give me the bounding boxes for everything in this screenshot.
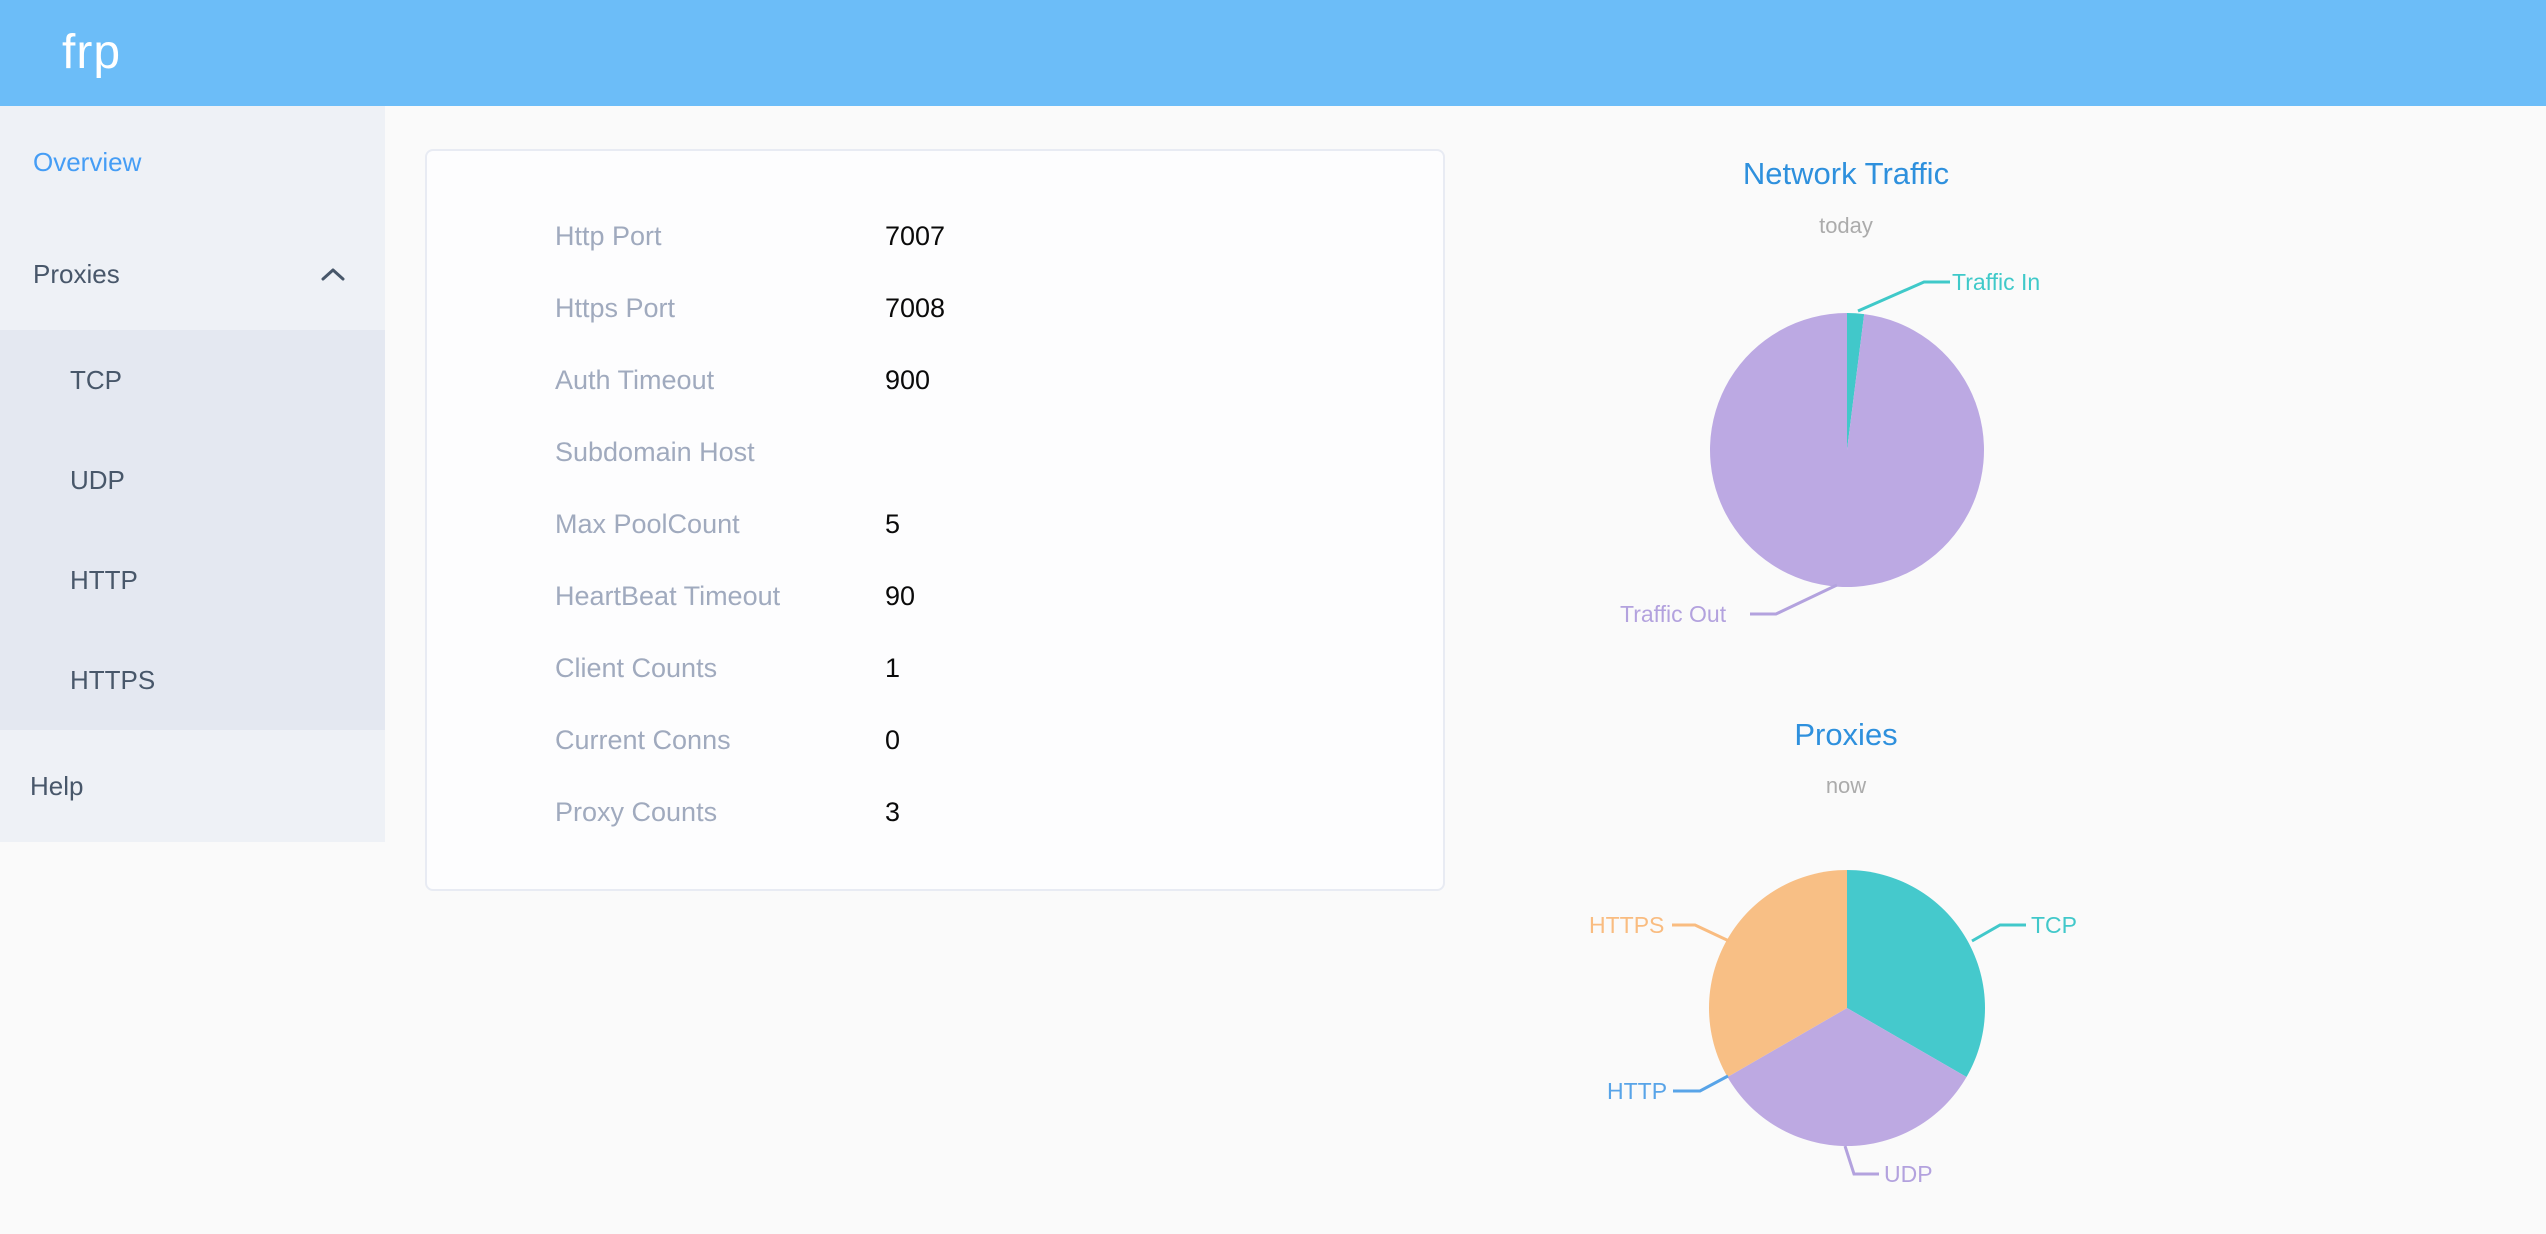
sidebar-item-proxies-label: Proxies [33,259,120,289]
traffic-out-leader-line [1750,583,1838,616]
config-value: 90 [885,581,916,611]
network-traffic-pie[interactable] [1710,312,1985,588]
app-logo[interactable]: frp [62,26,122,79]
config-row: Https Port 7008 [427,272,1443,344]
pie-slice-tcp[interactable] [1847,870,1985,1077]
network-traffic-chart-title: Network Traffic [1742,156,1950,191]
pie-slice-traffic-out[interactable] [1710,313,1985,588]
https-leader-line [1672,923,1730,943]
config-label: Proxy Counts [555,797,718,827]
sidebar-nav: Overview Proxies TCP UDP HTTP HTTPS Help [0,106,385,842]
http-leader-line [1673,1074,1729,1093]
chevron-up-icon [321,268,345,281]
pie-slice-traffic-in[interactable] [1847,312,1865,450]
proxies-submenu: TCP UDP HTTP HTTPS [0,330,385,730]
config-row: HeartBeat Timeout 90 [427,560,1443,632]
sidebar-item-overview-label: Overview [33,147,142,177]
config-row: Subdomain Host [427,416,1443,488]
sidebar-item-proxies[interactable]: Proxies [0,218,385,330]
traffic-in-label: Traffic In [1952,269,2041,295]
server-config-card: Http Port 7007 Https Port 7008 Auth Timeou… [425,149,1445,891]
tcp-leader-line [1971,923,2026,943]
config-row: Max PoolCount 5 [427,488,1443,560]
config-value: 5 [885,509,901,539]
https-slice-label: HTTPS [1589,912,1665,938]
config-row: Client Counts 1 [427,632,1443,704]
config-row: Auth Timeout 900 [427,344,1443,416]
sidebar-item-help-label: Help [30,771,84,801]
udp-slice-label: UDP [1884,1161,1933,1187]
config-label: Http Port [555,221,662,251]
sidebar-item-https[interactable]: HTTPS [70,665,156,695]
config-row: Current Conns 0 [427,704,1443,776]
config-value: 7007 [885,221,946,251]
config-label: Auth Timeout [555,365,715,395]
proxies-chart-title: Proxies [1794,717,1898,752]
udp-leader-line [1843,1145,1879,1176]
sidebar-item-http[interactable]: HTTP [70,565,138,595]
sidebar-item-help[interactable]: Help [0,730,385,842]
config-label: Client Counts [555,653,718,683]
network-traffic-chart-subtitle: today [1819,213,1873,238]
config-value: 1 [885,653,901,683]
config-value: 3 [885,797,901,827]
sidebar-item-tcp[interactable]: TCP [70,365,122,395]
config-value: 900 [885,365,931,395]
traffic-in-leader-line [1857,280,1950,313]
config-label: Max PoolCount [555,509,740,539]
tcp-slice-label: TCP [2031,912,2077,938]
proxies-pie[interactable] [1709,870,1985,1146]
config-row: Http Port 7007 [427,200,1443,272]
sidebar-item-udp[interactable]: UDP [70,465,125,495]
http-slice-label: HTTP [1607,1078,1668,1104]
config-value: 0 [885,725,901,755]
config-row: Proxy Counts 3 [427,776,1443,848]
config-label: Current Conns [555,725,731,755]
proxies-chart-subtitle: now [1825,773,1867,798]
config-value: 7008 [885,293,946,323]
config-label: HeartBeat Timeout [555,581,781,611]
config-label: Subdomain Host [555,437,755,467]
sidebar-item-overview[interactable]: Overview [0,106,385,218]
pie-slice-https[interactable] [1709,870,1847,1077]
pie-slice-udp[interactable] [1727,1008,1967,1146]
traffic-out-label: Traffic Out [1620,601,1727,627]
config-label: Https Port [555,293,676,323]
app-header: frp [0,0,2546,106]
